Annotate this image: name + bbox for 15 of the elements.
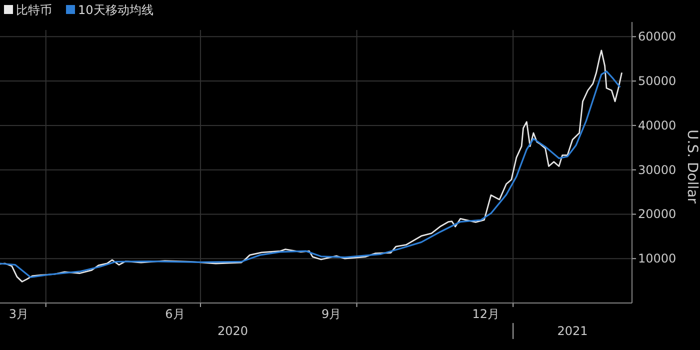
legend-label: 10天移动均线 xyxy=(78,3,154,17)
y-tick-label: 20000 xyxy=(638,207,676,222)
x2-tick-label: 2021 xyxy=(557,324,588,338)
y-axis-title: U.S. Dollar xyxy=(684,130,700,204)
y-tick-label: 50000 xyxy=(638,74,676,88)
x-tick-label: 6月 xyxy=(165,307,185,321)
y-tick-label: 60000 xyxy=(638,30,676,44)
x-tick-label: 12月 xyxy=(472,307,500,321)
y-tick-label: 40000 xyxy=(638,118,676,132)
legend-label: 比特币 xyxy=(16,3,52,17)
x-tick-label: 3月 xyxy=(8,307,29,321)
y-tick-label: 30000 xyxy=(638,162,676,177)
y-tick-label: 10000 xyxy=(638,252,676,266)
x2-tick-label: 2020 xyxy=(217,324,248,338)
x-tick-label: 9月 xyxy=(321,307,342,321)
